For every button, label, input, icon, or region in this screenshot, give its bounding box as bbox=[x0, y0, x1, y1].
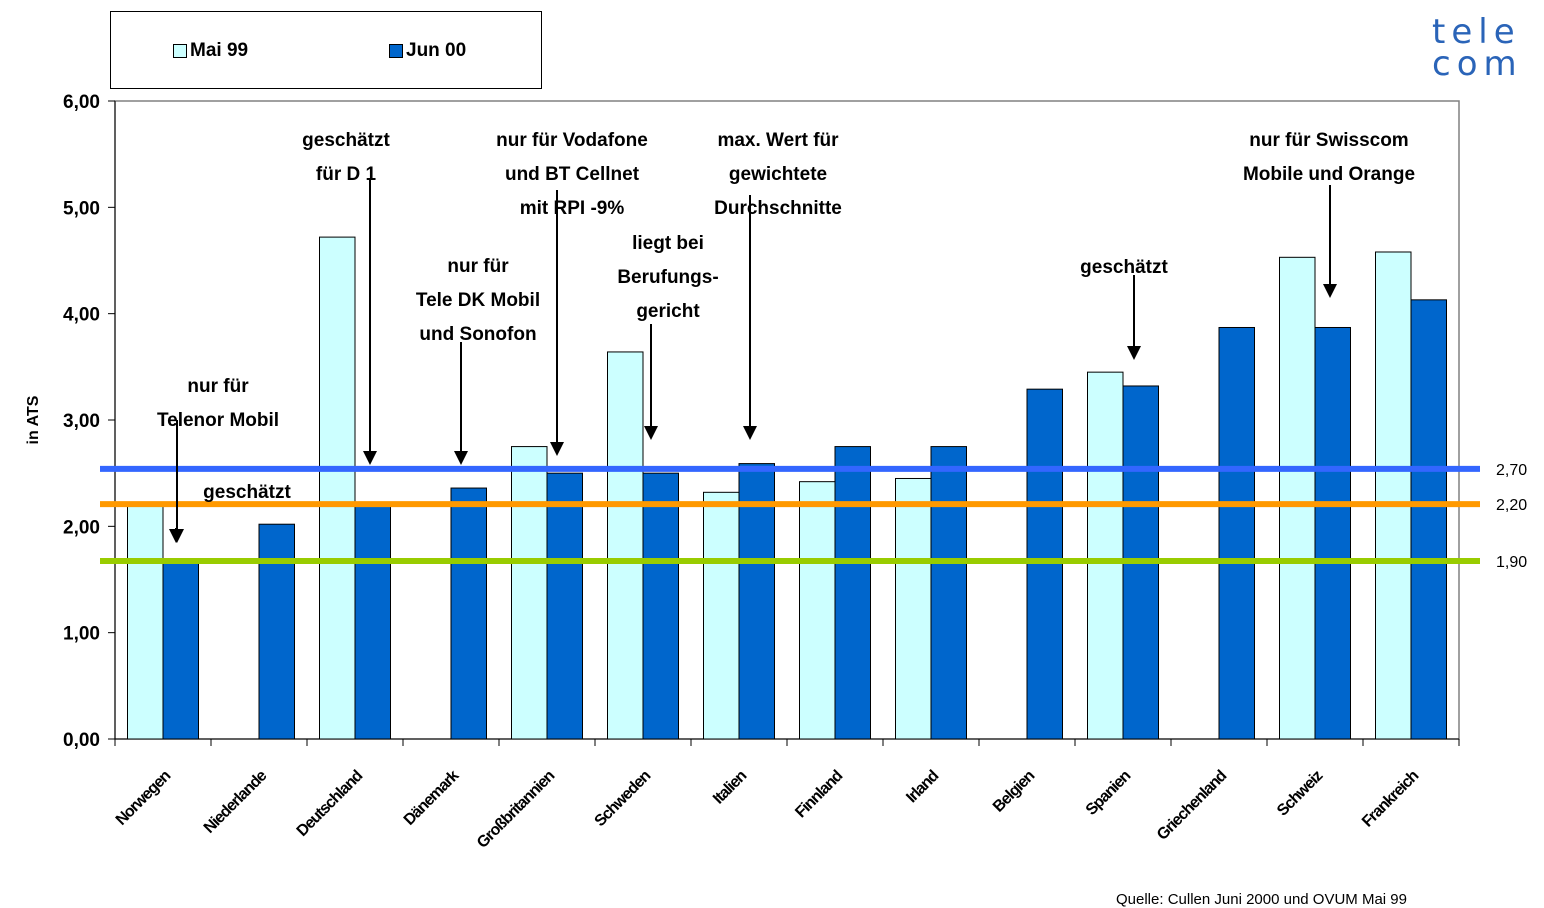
x-category-label: Spanien bbox=[1083, 768, 1134, 819]
bar-jun00 bbox=[162, 561, 199, 740]
annotation-line: nur für Swisscom bbox=[1249, 130, 1408, 151]
x-category-label: Schweiz bbox=[1274, 767, 1326, 819]
x-category-label: Belgien bbox=[990, 768, 1038, 816]
brand-line-1: tele bbox=[1432, 12, 1521, 52]
bar-jun00 bbox=[642, 472, 679, 740]
annotation-line: geschätzt bbox=[203, 482, 291, 503]
bar-jun00 bbox=[1410, 299, 1447, 740]
annotation-text: geschätzt für D 1 bbox=[302, 130, 390, 185]
bar-mai99 bbox=[895, 477, 932, 740]
annotation-text: nur für Tele DK Mobil und Sonofon bbox=[416, 256, 540, 345]
bar-jun00 bbox=[258, 523, 295, 740]
y-tick-label: 3,00 bbox=[63, 411, 100, 432]
y-tick-label: 5,00 bbox=[63, 198, 100, 219]
legend-item-mai99: Mai 99 bbox=[173, 40, 248, 62]
legend-swatch-mai99 bbox=[173, 44, 187, 58]
annotation-line: und Sonofon bbox=[419, 324, 536, 345]
x-category-label: Großbritannien bbox=[474, 768, 558, 852]
bar-mai99 bbox=[319, 236, 356, 740]
bar-mai99 bbox=[511, 446, 548, 740]
annotation-line: geschätzt bbox=[302, 130, 390, 151]
annotation-arrowhead bbox=[1323, 284, 1337, 298]
bar-mai99 bbox=[1279, 256, 1316, 740]
annotation-line: liegt bei bbox=[632, 233, 704, 254]
reference-line-label: 2,20 bbox=[1496, 497, 1527, 514]
annotation-line: max. Wert für bbox=[717, 130, 839, 151]
y-tick-label: 2,00 bbox=[63, 517, 100, 538]
bar-mai99 bbox=[703, 491, 740, 740]
x-category-label: Irland bbox=[903, 768, 942, 807]
y-axis-label: in ATS bbox=[25, 395, 42, 444]
annotation-arrowhead bbox=[743, 426, 757, 440]
bar-jun00 bbox=[834, 446, 871, 740]
annotation-line: und BT Cellnet bbox=[505, 164, 640, 185]
bar-jun00 bbox=[354, 504, 391, 740]
reference-line-label: 2,70 bbox=[1496, 462, 1527, 479]
annotation-text: nur für Swisscom Mobile und Orange bbox=[1243, 130, 1415, 185]
bar-jun00 bbox=[1314, 326, 1351, 740]
annotation-line: Mobile und Orange bbox=[1243, 164, 1415, 185]
annotation-arrowhead bbox=[550, 442, 564, 456]
bar-mai99 bbox=[1375, 251, 1412, 740]
annotation-text: liegt bei Berufungs-gericht bbox=[617, 233, 718, 322]
annotation-text: max. Wert für gewichtete Durchschnitte bbox=[714, 130, 842, 219]
annotation-text: nur für Vodafone und BT Cellnet mit RPI -9… bbox=[496, 130, 648, 219]
bar-mai99 bbox=[127, 504, 164, 740]
x-category-label: Niederlande bbox=[201, 767, 271, 837]
annotation-line: nur für Vodafone bbox=[496, 130, 648, 151]
y-tick-label: 6,00 bbox=[63, 92, 100, 113]
annotation-line: Telenor Mobil bbox=[157, 410, 279, 431]
annotation-line: für D 1 bbox=[316, 164, 377, 185]
annotation-text: nur für Telenor Mobil bbox=[157, 376, 279, 431]
bar-mai99 bbox=[1087, 371, 1124, 740]
bar-jun00 bbox=[546, 472, 583, 740]
bar-jun00 bbox=[930, 446, 967, 740]
bar-jun00 bbox=[1026, 388, 1063, 740]
annotation-arrowhead bbox=[363, 451, 377, 465]
x-category-label: Dänemark bbox=[401, 767, 463, 829]
annotation-line: gericht bbox=[636, 301, 700, 322]
y-tick-label: 4,00 bbox=[63, 305, 100, 326]
x-category-label: Griechenland bbox=[1154, 768, 1230, 844]
x-category-label: Schweden bbox=[592, 768, 654, 830]
legend-swatch-jun00 bbox=[389, 44, 403, 58]
x-category-label: Finnland bbox=[792, 768, 846, 822]
annotation-line: Berufungs- bbox=[617, 267, 718, 288]
annotation-line: gewichtete bbox=[729, 164, 827, 185]
legend-label-jun00: Jun 00 bbox=[406, 40, 467, 61]
legend-item-jun00: Jun 00 bbox=[389, 40, 466, 62]
annotation-arrowhead bbox=[454, 451, 468, 465]
y-tick-label: 1,00 bbox=[63, 624, 100, 645]
brand-line-2: com bbox=[1432, 44, 1523, 84]
annotation-arrowhead bbox=[644, 426, 658, 440]
legend: Mai 99 Jun 00 bbox=[110, 11, 542, 89]
reference-line-label: 1,90 bbox=[1496, 554, 1527, 571]
x-category-label: Deutschland bbox=[294, 768, 366, 840]
plot-area bbox=[114, 100, 1460, 740]
brand-logo: tele com bbox=[1432, 12, 1523, 84]
annotation-line: geschätzt bbox=[1080, 257, 1168, 278]
x-category-label: Frankreich bbox=[1359, 768, 1422, 831]
annotation-arrowhead bbox=[1127, 346, 1141, 360]
annotation-line: Tele DK Mobil bbox=[416, 290, 540, 311]
annotation-text: geschätzt bbox=[203, 482, 291, 503]
bar-mai99 bbox=[799, 481, 836, 740]
annotation-line: nur für bbox=[187, 376, 249, 397]
x-category-label: Italien bbox=[710, 768, 750, 808]
annotation-text: geschätzt bbox=[1080, 257, 1168, 278]
bar-jun00 bbox=[450, 487, 487, 740]
bar-jun00 bbox=[738, 463, 775, 740]
x-category-label: Norwegen bbox=[113, 768, 174, 829]
annotation-line: nur für bbox=[447, 256, 509, 277]
bar-jun00 bbox=[1218, 326, 1255, 740]
bar-mai99 bbox=[607, 351, 644, 740]
annotation-line: Durchschnitte bbox=[714, 198, 842, 219]
annotation-line: mit RPI -9% bbox=[520, 198, 625, 219]
y-tick-label: 0,00 bbox=[63, 730, 100, 751]
legend-label-mai99: Mai 99 bbox=[190, 40, 249, 61]
source-note: Quelle: Cullen Juni 2000 und OVUM Mai 99 bbox=[1116, 891, 1407, 908]
annotation-arrowhead bbox=[169, 529, 183, 543]
